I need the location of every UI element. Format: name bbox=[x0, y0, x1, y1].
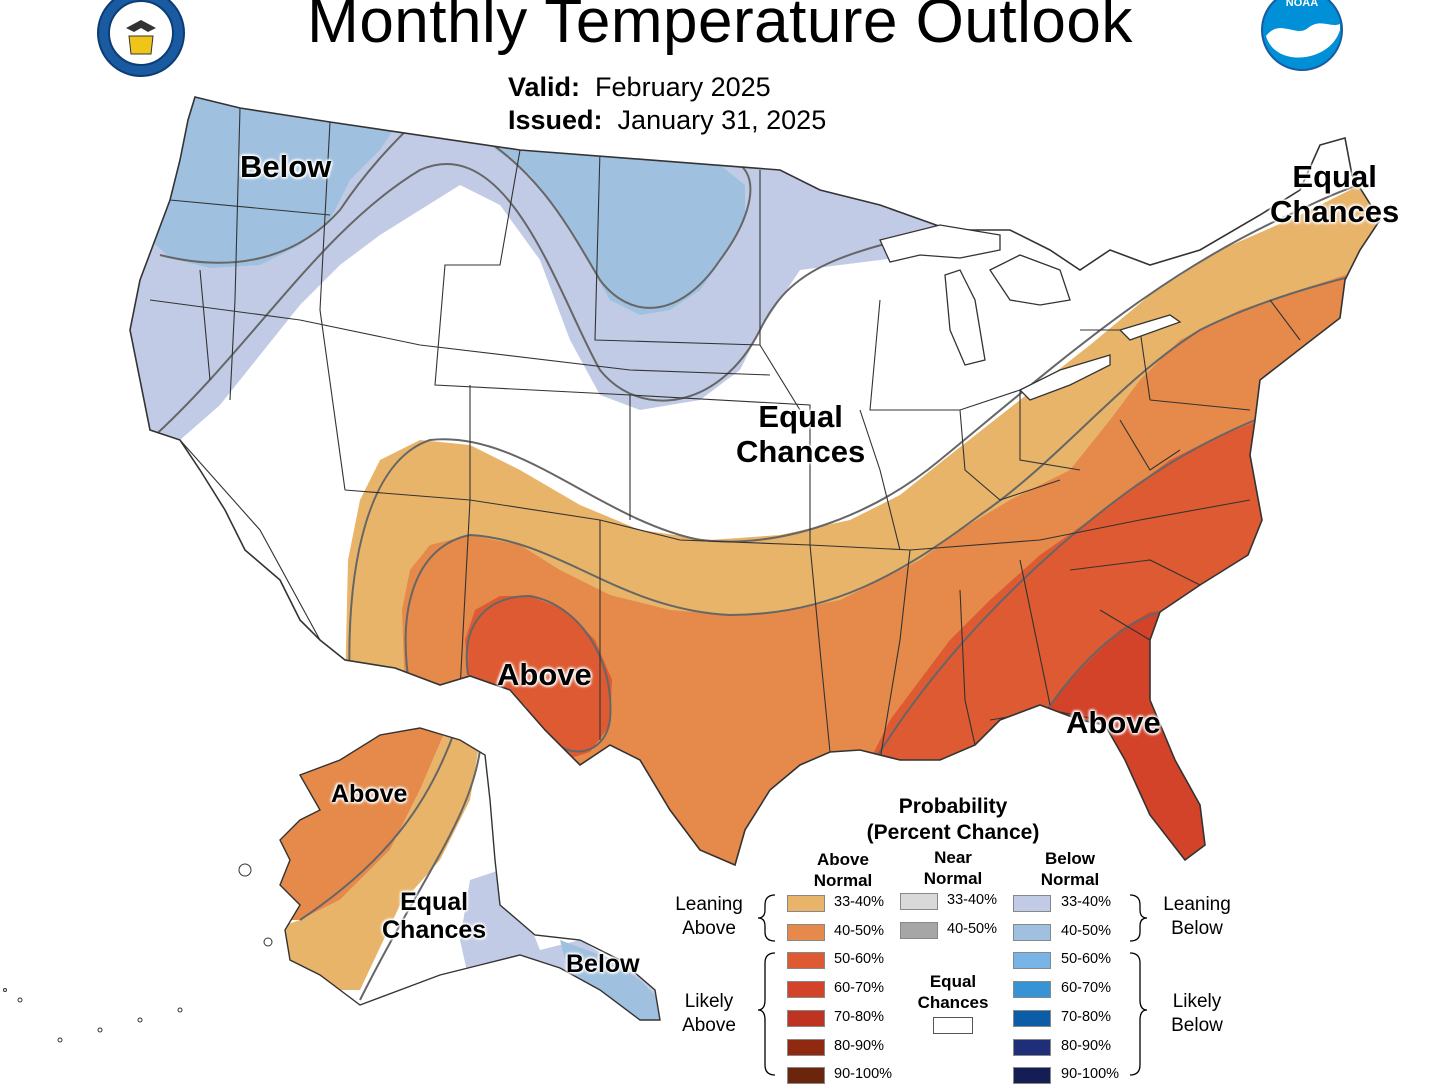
legend-below-swatch-2 bbox=[1013, 952, 1051, 970]
legend-head-below-line1: Below bbox=[1044, 849, 1096, 868]
label-alaska-equal-chances: Equal Chances bbox=[382, 888, 486, 944]
legend-title-line1: Probability bbox=[898, 795, 1008, 818]
legend-above-swatch-0 bbox=[787, 895, 825, 912]
legend-above-label-1: 40-50% bbox=[834, 922, 884, 939]
legend-below-swatch-5 bbox=[1013, 1038, 1051, 1056]
legend-below-label-1: 40-50% bbox=[1061, 922, 1111, 939]
legend-head-above-line2: Normal bbox=[813, 870, 873, 890]
noaa-logo-text: NOAA bbox=[1286, 0, 1318, 9]
legend-above-label-2: 50-60% bbox=[834, 951, 884, 968]
legend-title-line2: (Percent Chance) bbox=[866, 821, 1040, 845]
label-equal-chances-northeast: Equal Chances bbox=[1270, 159, 1400, 229]
legend-below-swatch-3 bbox=[1013, 981, 1051, 999]
legend-below-label-6: 90-100% bbox=[1061, 1066, 1120, 1083]
legend-likely-above-line2: Above bbox=[682, 1014, 736, 1036]
legend-leaning-above-line1: Leaning bbox=[675, 894, 743, 915]
legend-equal-chances-label: Equal Chances bbox=[903, 972, 1003, 1013]
label-equal-chances-center: Equal Chances bbox=[736, 399, 866, 469]
legend-near-label-1: 40-50% bbox=[947, 920, 997, 937]
legend-above-swatch-2 bbox=[787, 952, 825, 970]
legend-head-above-line1: Above bbox=[817, 850, 869, 869]
valid-value: February 2025 bbox=[595, 72, 771, 102]
legend-head-above: Above Normal bbox=[793, 850, 893, 891]
legend-above-swatch-3 bbox=[787, 981, 825, 999]
legend-equal-chances-swatch bbox=[933, 1017, 973, 1034]
legend-head-near: Near Normal bbox=[903, 848, 1003, 889]
legend-below-label-5: 80-90% bbox=[1061, 1037, 1111, 1054]
label-equal-ne-line2: Chances bbox=[1270, 193, 1400, 229]
valid-label: Valid: bbox=[508, 72, 581, 102]
legend-leaning-above: Leaning Above bbox=[664, 893, 754, 941]
legend-below-swatch-0 bbox=[1013, 895, 1051, 912]
label-equal-center-line1: Equal bbox=[758, 399, 843, 434]
legend-below-label-0: 33-40% bbox=[1061, 894, 1111, 910]
label-above-southwest: Above bbox=[497, 657, 592, 692]
legend-likely-below-line2: Below bbox=[1171, 1014, 1223, 1036]
label-below-northwest: Below bbox=[240, 149, 332, 184]
legend-below-swatch-6 bbox=[1013, 1067, 1051, 1084]
legend-below-label-3: 60-70% bbox=[1061, 980, 1111, 997]
legend-leaning-below: Leaning Below bbox=[1152, 893, 1242, 941]
legend-near-swatch-0 bbox=[900, 893, 938, 910]
label-above-southeast: Above bbox=[1066, 705, 1161, 740]
legend-head-below: Below Normal bbox=[1020, 849, 1120, 890]
legend-equal-line2: Chances bbox=[917, 992, 989, 1012]
valid-line: Valid: February 2025 bbox=[508, 72, 771, 103]
label-alaska-below: Below bbox=[566, 950, 640, 978]
legend-above-label-4: 70-80% bbox=[834, 1008, 884, 1025]
issued-line: Issued: January 31, 2025 bbox=[508, 105, 826, 136]
legend-likely-above-line1: Likely bbox=[684, 991, 734, 1012]
legend-below-label-2: 50-60% bbox=[1061, 951, 1111, 968]
legend-head-near-line2: Normal bbox=[923, 868, 983, 888]
legend-title: Probability (Percent Chance) bbox=[848, 794, 1058, 847]
legend-head-below-line2: Normal bbox=[1040, 869, 1100, 889]
label-equal-ne-line1: Equal bbox=[1292, 159, 1377, 194]
legend-below-swatch-1 bbox=[1013, 923, 1051, 941]
legend-above-swatch-1 bbox=[787, 923, 825, 941]
issued-label: Issued: bbox=[508, 105, 603, 135]
legend-above-swatch-5 bbox=[787, 1038, 825, 1056]
legend-above-swatch-4 bbox=[787, 1009, 825, 1027]
legend-above-label-5: 80-90% bbox=[834, 1037, 884, 1054]
legend-near-swatch-1 bbox=[900, 921, 938, 939]
legend-head-near-line1: Near bbox=[934, 848, 972, 867]
label-alaska-above: Above bbox=[331, 780, 408, 808]
legend-likely-above: Likely Above bbox=[664, 990, 754, 1038]
issued-value: January 31, 2025 bbox=[617, 105, 827, 135]
legend-near-label-0: 33-40% bbox=[947, 892, 997, 908]
label-equal-center-line2: Chances bbox=[736, 433, 866, 469]
legend-leaning-below-line2: Below bbox=[1171, 917, 1223, 939]
legend-equal-line1: Equal bbox=[929, 972, 977, 991]
label-ak-equal-line1: Equal bbox=[400, 888, 469, 916]
legend-leaning-below-line1: Leaning bbox=[1163, 894, 1231, 915]
legend-leaning-above-line2: Above bbox=[682, 917, 736, 939]
legend-likely-below: Likely Below bbox=[1152, 990, 1242, 1038]
legend-above-label-6: 90-100% bbox=[834, 1066, 893, 1083]
legend-likely-below-line1: Likely bbox=[1172, 991, 1222, 1012]
page-title: Monthly Temperature Outlook bbox=[307, 0, 1133, 56]
legend-below-swatch-4 bbox=[1013, 1009, 1051, 1027]
label-ak-equal-line2: Chances bbox=[382, 916, 487, 944]
legend-above-swatch-6 bbox=[787, 1067, 825, 1084]
legend-below-label-4: 70-80% bbox=[1061, 1008, 1111, 1025]
legend-above-label-3: 60-70% bbox=[834, 980, 884, 997]
noaa-logo-icon: NOAA bbox=[1261, 0, 1343, 71]
legend-above-label-0: 33-40% bbox=[834, 894, 884, 910]
doc-seal-icon bbox=[97, 0, 185, 77]
